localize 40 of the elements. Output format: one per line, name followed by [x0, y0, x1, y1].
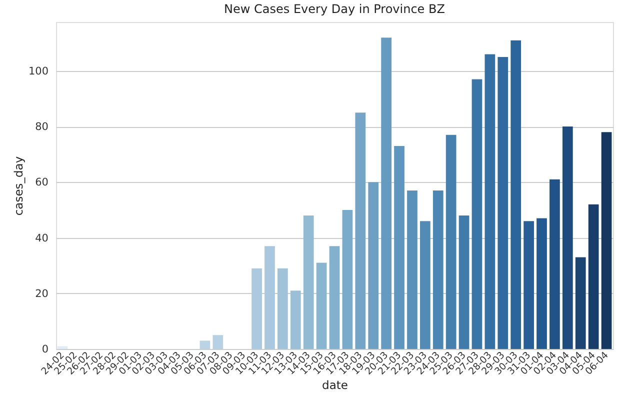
- y-tick-label: 0: [42, 344, 48, 356]
- bar: [57, 346, 68, 349]
- bar: [575, 257, 586, 349]
- bar: [432, 190, 444, 349]
- bar: [472, 79, 482, 349]
- chart-title: New Cases Every Day in Province BZ: [224, 2, 445, 16]
- bar: [303, 216, 314, 349]
- bar: [498, 57, 508, 349]
- bar: [381, 38, 392, 349]
- bar: [524, 221, 534, 349]
- bar: [200, 340, 210, 349]
- y-tick-label: 100: [28, 65, 48, 78]
- bar: [420, 221, 430, 349]
- bar: [212, 335, 224, 349]
- bar: [588, 204, 599, 349]
- x-axis-title: date: [322, 378, 348, 392]
- bar: [368, 182, 379, 349]
- bar: [510, 40, 522, 349]
- bar: [562, 126, 573, 349]
- bar: [264, 246, 275, 349]
- bar: [342, 210, 353, 349]
- bar: [278, 268, 288, 349]
- bar: [394, 146, 404, 349]
- bar: [290, 290, 301, 349]
- bar: [355, 112, 366, 349]
- bar: [550, 179, 560, 349]
- bar: [407, 190, 418, 349]
- y-tick-label: 60: [35, 176, 48, 189]
- bar: [329, 246, 340, 349]
- y-tick-label: 80: [35, 121, 48, 134]
- bar: [252, 268, 262, 349]
- bar: [536, 218, 547, 349]
- bar: [316, 262, 327, 349]
- y-tick-label: 40: [35, 232, 48, 244]
- bar: [484, 54, 496, 349]
- bar: [601, 132, 612, 349]
- y-tick-label: 20: [35, 288, 48, 300]
- y-axis-title: cases_day: [11, 156, 26, 216]
- bar: [446, 134, 456, 349]
- bar: [458, 216, 470, 349]
